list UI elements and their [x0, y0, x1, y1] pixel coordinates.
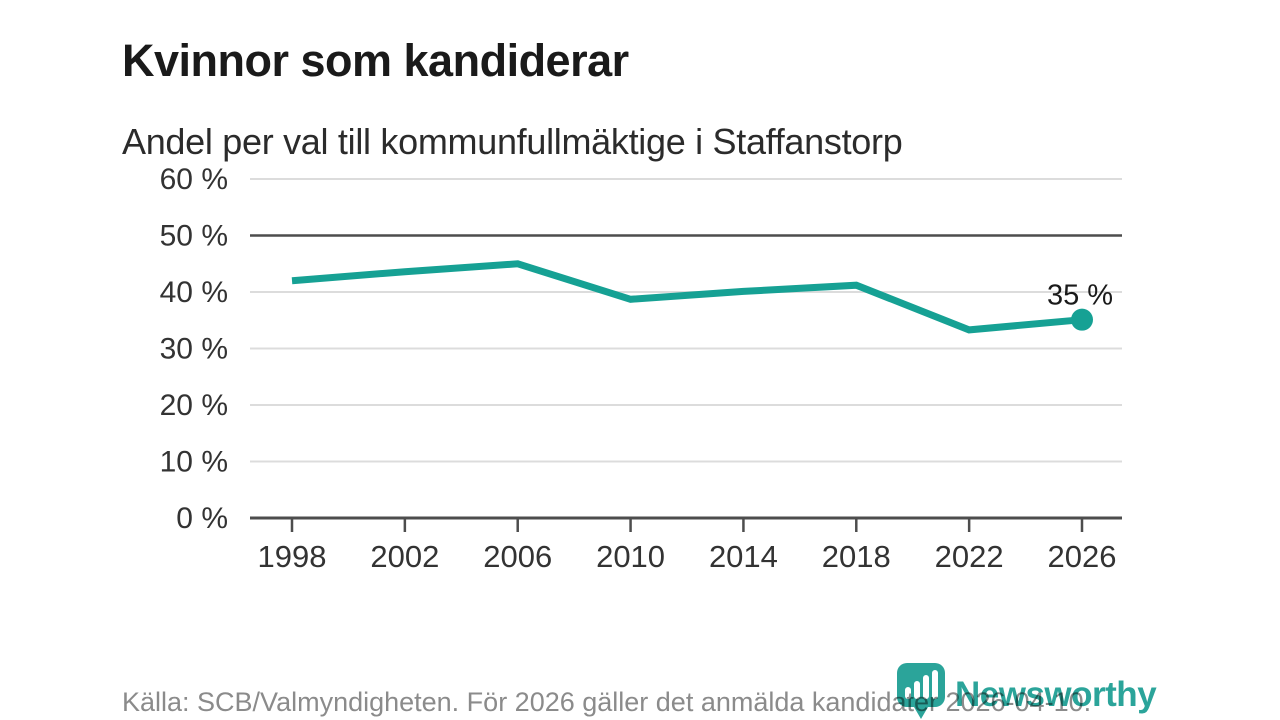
y-tick-label: 20 %: [160, 389, 228, 422]
data-line: [291, 260, 1083, 334]
page-title: Kvinnor som kandiderar: [122, 35, 629, 87]
newsworthy-brand[interactable]: Newsworthy: [897, 663, 1157, 720]
y-tick-label: 40 %: [160, 276, 228, 309]
y-tick-label: 30 %: [160, 333, 228, 366]
newsworthy-logo-icon: [897, 663, 945, 719]
y-tick-label: 0 %: [176, 502, 228, 535]
logo-bar-short: [905, 687, 911, 699]
logo-bar-tall: [923, 675, 929, 699]
end-point-dot: [1071, 308, 1093, 331]
x-tick-label: 2026: [1048, 539, 1117, 574]
y-tick-label: 10 %: [160, 446, 228, 479]
x-tick-label: 2006: [483, 539, 552, 574]
y-tick-label: 60 %: [160, 163, 228, 196]
x-tick-label: 2014: [709, 539, 778, 574]
end-point-label: 35 %: [1047, 280, 1113, 312]
logo-bar-tallest: [932, 670, 938, 699]
x-tick-label: 2002: [370, 539, 439, 574]
newsworthy-wordmark[interactable]: Newsworthy: [955, 674, 1157, 714]
y-tick-label: 50 %: [160, 220, 228, 253]
x-tick-label: 2018: [822, 539, 891, 574]
x-tick-label: 2010: [596, 539, 665, 574]
x-tick-label: 1998: [258, 539, 327, 574]
logo-bar-medium: [914, 681, 920, 699]
page-subtitle: Andel per val till kommunfullmäktige i S…: [122, 120, 903, 162]
x-tick-label: 2022: [935, 539, 1004, 574]
